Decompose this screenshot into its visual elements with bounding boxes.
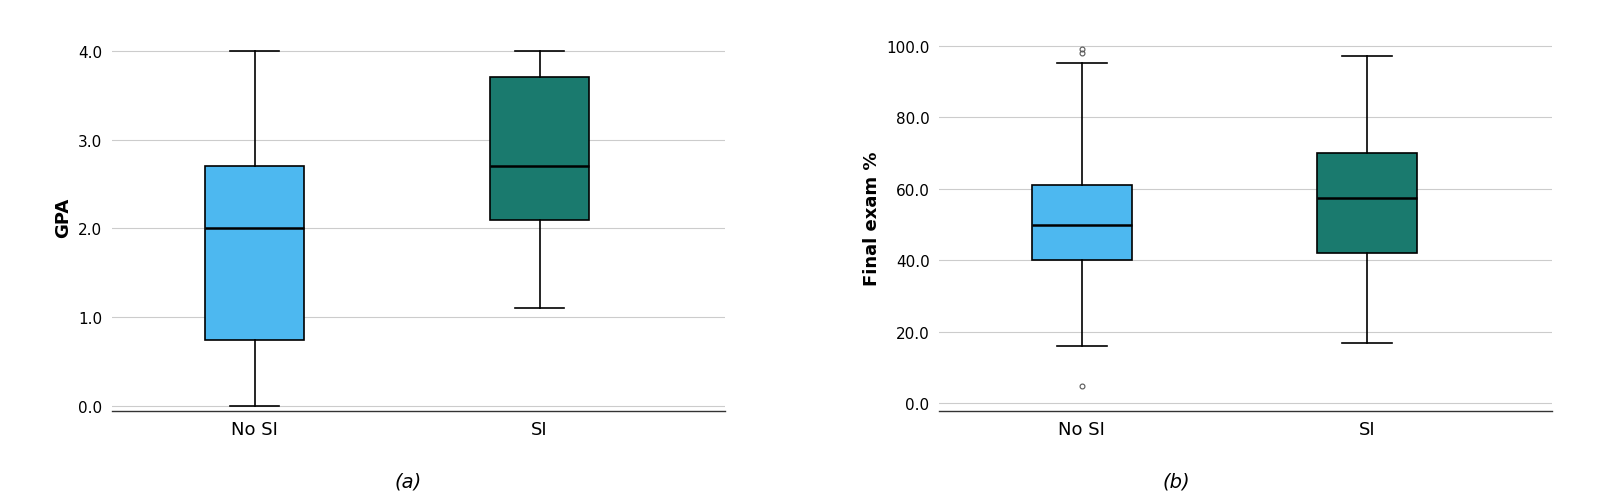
Y-axis label: GPA: GPA (54, 198, 72, 238)
Bar (205, 167, 304, 340)
Bar (490, 78, 589, 220)
Y-axis label: Final exam %: Final exam % (862, 151, 880, 285)
Text: (a): (a) (394, 471, 422, 490)
Bar (1317, 154, 1416, 254)
Bar (1032, 186, 1131, 261)
Text: (b): (b) (1162, 471, 1190, 490)
